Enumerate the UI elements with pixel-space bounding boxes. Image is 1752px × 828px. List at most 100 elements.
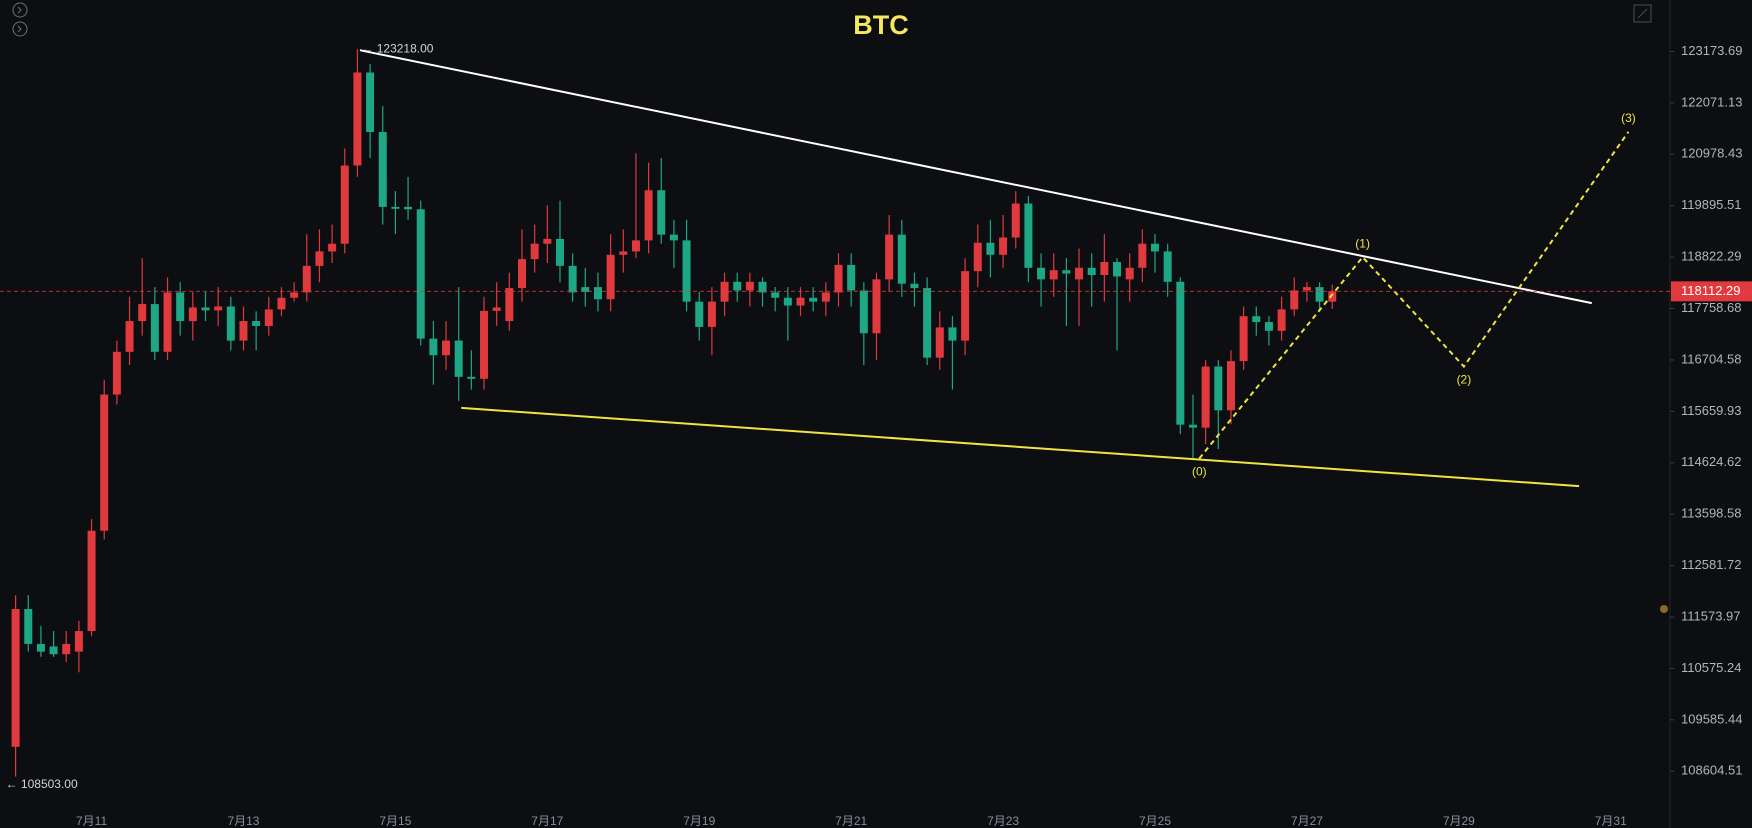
wave-path — [1198, 131, 1630, 460]
y-tick-label: 118822.29 — [1681, 249, 1742, 264]
low-label: ← 108503.00 — [6, 777, 78, 791]
y-tick-label: 112581.72 — [1681, 557, 1742, 572]
candle-body — [1201, 366, 1210, 428]
candle-body — [1226, 361, 1235, 411]
candle-body — [796, 297, 805, 306]
candle-body — [885, 234, 894, 280]
x-tick-label: 7月13 — [227, 814, 259, 828]
y-tick-label: 109585.44 — [1681, 711, 1742, 726]
marker-dot — [1660, 605, 1668, 613]
x-tick-label: 7月23 — [987, 814, 1019, 828]
last-price-label: 118112.29 — [1681, 283, 1741, 298]
candle-body — [264, 309, 273, 326]
candle-body — [568, 265, 577, 293]
candle-body — [252, 321, 261, 326]
x-tick-label: 7月21 — [835, 814, 867, 828]
candle-body — [505, 288, 514, 322]
candle-body — [986, 242, 995, 255]
y-tick-label: 116704.58 — [1681, 351, 1742, 366]
y-tick-label: 113598.58 — [1681, 506, 1742, 521]
y-tick-label: 119895.51 — [1681, 197, 1742, 212]
candle-body — [530, 243, 539, 260]
candle-body — [1264, 322, 1273, 331]
candle-body — [1037, 267, 1046, 280]
icon[interactable] — [12, 2, 28, 18]
candle-body — [935, 327, 944, 358]
candle-body — [657, 190, 666, 235]
x-tick-label: 7月27 — [1291, 814, 1323, 828]
x-tick-label: 7月31 — [1595, 814, 1627, 828]
candle-body — [999, 237, 1008, 255]
candle-body — [454, 340, 463, 377]
candle-body — [176, 292, 185, 322]
candle-body — [1214, 366, 1223, 411]
last-price-tag — [1671, 281, 1752, 302]
candle-body — [290, 292, 299, 298]
x-tick-label: 7月17 — [531, 814, 563, 828]
candle-body — [581, 287, 590, 292]
x-tick-label: 7月15 — [379, 814, 411, 828]
candle-body — [163, 292, 172, 352]
candle-body — [442, 340, 451, 356]
candle-body — [378, 131, 387, 207]
candle-body — [340, 165, 349, 244]
candle-body — [1125, 267, 1134, 280]
candle-body — [150, 304, 159, 352]
high-label: ← 123218.00 — [361, 42, 433, 56]
candle-body — [695, 301, 704, 327]
candle-body — [1277, 309, 1286, 331]
candle-body — [214, 306, 223, 311]
candle-body — [1138, 243, 1147, 268]
candle-body — [593, 287, 602, 300]
candle-body — [138, 304, 147, 322]
candle-body — [1176, 281, 1185, 425]
candle-body — [783, 297, 792, 306]
candle-body — [682, 240, 691, 302]
candle-body — [834, 264, 843, 293]
candle-body — [1087, 267, 1096, 276]
candle-body — [188, 307, 197, 322]
candle-body — [518, 259, 526, 289]
candle-body — [62, 643, 71, 655]
candle-body — [74, 631, 83, 652]
candle-body — [100, 394, 109, 531]
candle-body — [353, 72, 362, 166]
candle-body — [36, 643, 45, 652]
candle-body — [1315, 287, 1324, 302]
candle-body — [923, 288, 932, 358]
chart-title: BTC — [853, 10, 909, 40]
candle-body — [391, 206, 400, 209]
candle-body — [24, 609, 33, 644]
candle-body — [429, 338, 438, 356]
candle-body — [733, 281, 742, 291]
candle-body — [872, 279, 881, 334]
y-tick-label: 108604.51 — [1681, 763, 1742, 778]
toolbar-icons[interactable] — [12, 2, 1652, 37]
y-tick-label: 117758.68 — [1681, 300, 1742, 315]
candle-body — [1302, 287, 1311, 291]
candle-body — [897, 234, 906, 284]
candle-body — [847, 264, 856, 291]
candle-body — [87, 530, 96, 632]
candle-body — [1328, 291, 1337, 302]
candle-body — [1075, 267, 1084, 280]
y-tick-label: 115659.93 — [1681, 403, 1742, 418]
candle-body — [467, 376, 476, 379]
candle-body — [49, 646, 58, 655]
candle-body — [606, 254, 615, 300]
x-tick-label: 7月19 — [683, 814, 715, 828]
candle-body — [125, 321, 134, 352]
candle-body — [961, 271, 970, 341]
candle-body — [1188, 424, 1197, 428]
candle-body — [239, 321, 248, 341]
wave-label: (1) — [1355, 236, 1370, 250]
candle-body — [1049, 270, 1058, 280]
icon[interactable] — [12, 21, 28, 37]
candle-body — [771, 292, 780, 298]
candle-body — [366, 72, 375, 132]
icon[interactable] — [1633, 4, 1652, 23]
candle-body — [201, 307, 210, 311]
y-tick-label: 123173.69 — [1681, 43, 1742, 58]
